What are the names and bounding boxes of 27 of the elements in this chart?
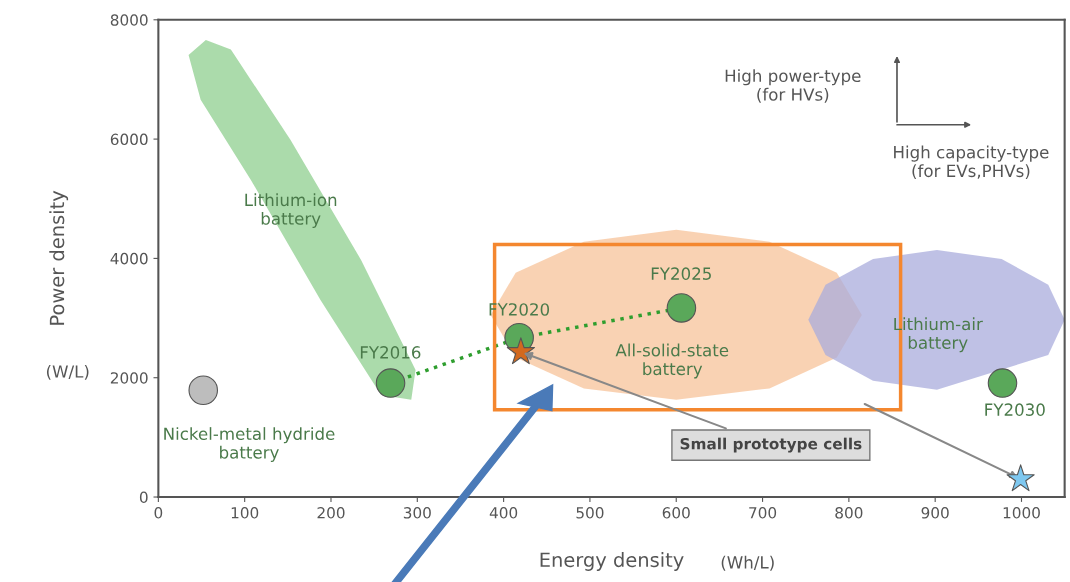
- y-axis-title: Power density: [49, 190, 69, 325]
- text: (Wh/L): [721, 555, 774, 571]
- annotation: All-solid-state battery: [615, 343, 729, 379]
- annotation: Nickel-metal hydride battery: [164, 427, 335, 462]
- y-tick-label: 0: [139, 491, 148, 504]
- x-tick-label: 200: [317, 507, 345, 519]
- y-tick-label: 2000: [110, 372, 148, 384]
- y-tick-label: 8000: [110, 14, 148, 26]
- x-tick-label: 400: [489, 507, 518, 519]
- x-tick-label: 900: [921, 507, 949, 519]
- x-tick-label: 700: [749, 507, 777, 519]
- text: (W/L): [46, 364, 89, 380]
- y-tick-label: 6000: [110, 133, 148, 146]
- annotation: FY2030: [985, 403, 1045, 416]
- y-tick-label: 4000: [110, 252, 148, 265]
- annotation: Small prototype cells: [680, 437, 862, 453]
- x-tick-label: 500: [576, 507, 604, 519]
- x-tick-label: 100: [231, 507, 259, 519]
- x-tick-label: 300: [403, 507, 431, 519]
- annotation: FY2025: [651, 267, 711, 280]
- x-axis-title: Energy density: [540, 552, 684, 571]
- annotation: High capacity-type (for EVs,PHVs): [894, 145, 1049, 180]
- x-tick-label: 1000: [1003, 507, 1040, 519]
- x-tick-label: 0: [154, 507, 163, 519]
- x-tick-label: 800: [835, 507, 863, 519]
- annotation: High power-type (for HVs): [725, 69, 861, 103]
- x-tick-label: 600: [662, 507, 690, 519]
